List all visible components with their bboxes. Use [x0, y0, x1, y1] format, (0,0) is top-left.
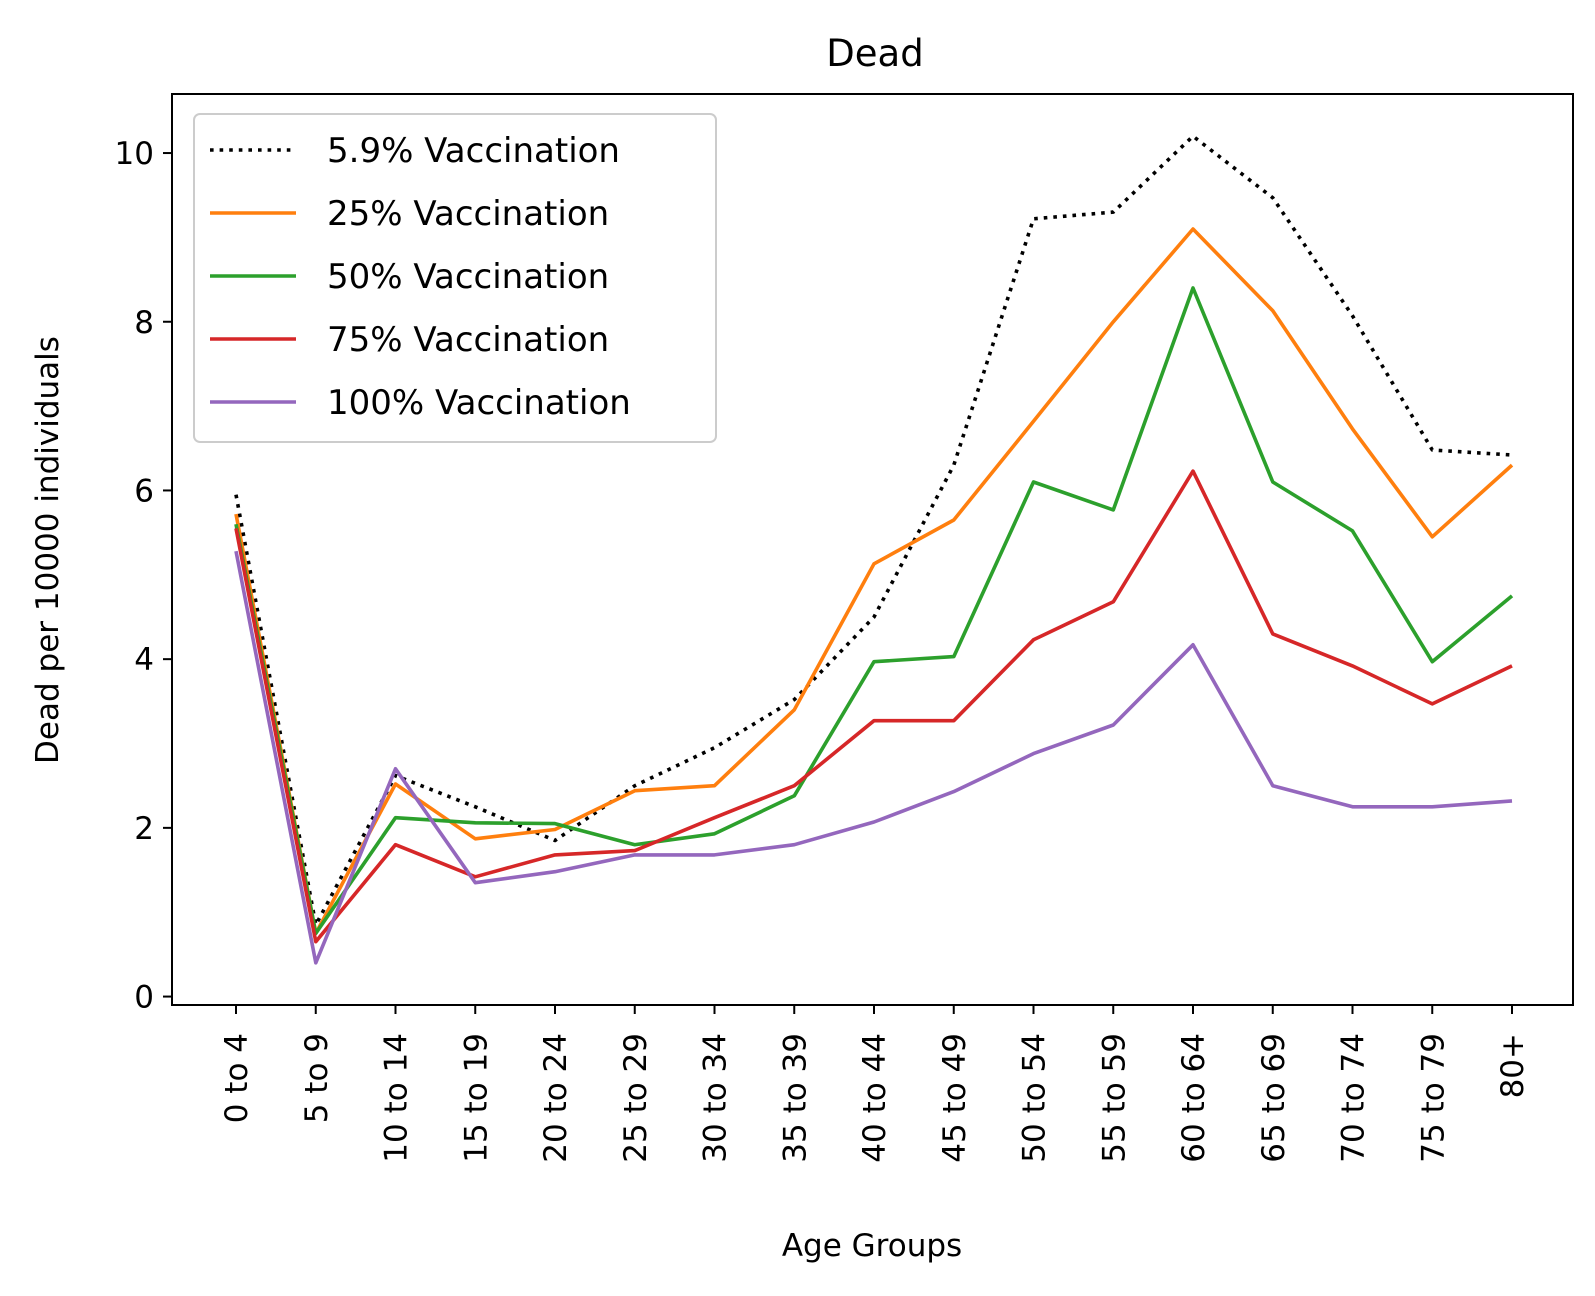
legend-label-1: 25% Vaccination	[327, 194, 609, 234]
y-axis-label: Dead per 10000 individuals	[30, 336, 66, 764]
plot-frame	[171, 93, 1574, 1006]
x-tick-label: 75 to 79	[1415, 1033, 1451, 1163]
chart-title: Dead	[826, 32, 923, 75]
x-axis-label: Age Groups	[782, 1228, 962, 1264]
series-line-3	[234, 469, 1513, 944]
x-tick-label: 45 to 49	[937, 1033, 973, 1163]
plot-area: 0 2 4 6 8 10 0 to 4 5 to 9 10 to 14 15 to 19 20 to…	[115, 93, 1574, 1163]
series-line-4	[234, 550, 1513, 965]
y-tick-label: 2	[134, 811, 154, 847]
y-tick-label: 4	[134, 642, 154, 678]
legend-label-4: 100% Vaccination	[327, 383, 631, 423]
x-tick-label: 30 to 34	[698, 1033, 734, 1163]
y-tick-label: 10	[115, 136, 154, 172]
y-tick-label: 6	[134, 473, 154, 509]
x-tick-label: 65 to 69	[1256, 1033, 1292, 1163]
x-tick-label: 5 to 9	[299, 1033, 335, 1123]
legend-label-0: 5.9% Vaccination	[327, 131, 620, 171]
x-tick-label: 60 to 64	[1176, 1033, 1212, 1163]
x-tick-label: 35 to 39	[777, 1033, 813, 1163]
x-tick-label: 25 to 29	[618, 1033, 654, 1163]
x-tick-label: 40 to 44	[857, 1033, 893, 1163]
x-tick-label: 0 to 4	[219, 1033, 255, 1123]
x-tick-label: 10 to 14	[379, 1033, 415, 1163]
legend-label-3: 75% Vaccination	[327, 320, 609, 360]
x-tick-label: 55 to 59	[1096, 1033, 1132, 1163]
x-tick-label: 70 to 74	[1336, 1033, 1372, 1163]
legend-label-2: 50% Vaccination	[327, 257, 609, 297]
y-tick-label: 8	[134, 305, 154, 341]
y-tick-label: 0	[134, 980, 154, 1016]
x-tick-label: 80+	[1495, 1033, 1531, 1098]
legend: 5.9% Vaccination 25% Vaccination 50% Vacci…	[193, 113, 717, 443]
x-tick-label: 20 to 24	[538, 1033, 574, 1163]
series-line-0	[234, 134, 1513, 927]
x-tick-label: 15 to 19	[458, 1033, 494, 1163]
legend-box	[193, 113, 717, 443]
x-tick-label: 50 to 54	[1017, 1033, 1053, 1163]
series-line-2	[234, 286, 1514, 936]
